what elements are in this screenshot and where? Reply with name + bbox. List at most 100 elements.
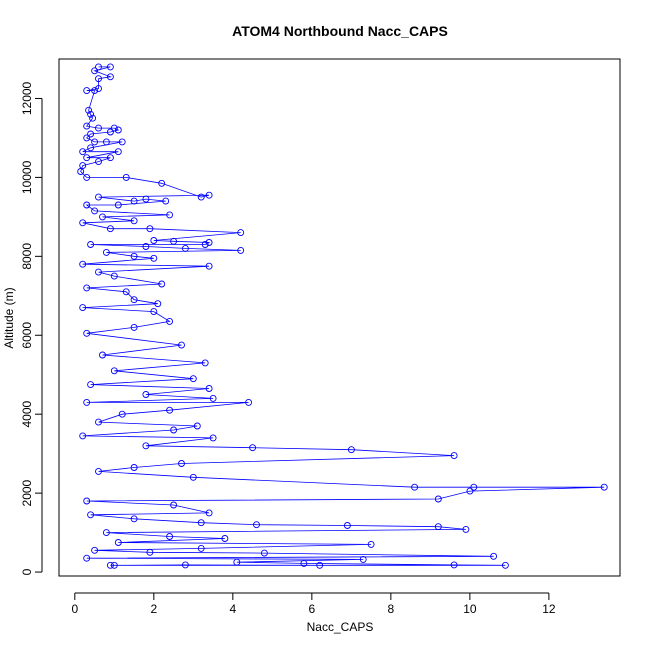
data-point [359, 555, 367, 563]
x-tick-label: 10 [463, 602, 477, 616]
data-point [150, 254, 158, 262]
data-point [95, 193, 102, 201]
data-point [501, 561, 509, 569]
data-point [470, 483, 478, 491]
data-point [462, 525, 470, 533]
data-point [83, 122, 91, 130]
data-point [166, 317, 174, 325]
data-point [150, 308, 158, 316]
data-point [122, 173, 130, 181]
data-point [110, 124, 118, 132]
data-point [114, 201, 122, 209]
y-tick-label: 0 [20, 568, 34, 575]
data-point [146, 225, 154, 233]
data-point [83, 154, 91, 162]
y-tick-label: 10000 [20, 160, 34, 194]
data-point [178, 460, 185, 467]
data-point [142, 195, 150, 203]
data-point [91, 138, 99, 146]
data-point [102, 529, 110, 537]
y-tick-label: 4000 [20, 401, 34, 428]
y-tick-label: 2000 [20, 479, 34, 506]
data-point [142, 391, 150, 398]
data-point [99, 213, 106, 221]
data-point [237, 246, 245, 254]
data-point [142, 243, 150, 250]
data-point [260, 549, 268, 557]
data-point [87, 130, 95, 138]
data-point [450, 561, 458, 569]
data-point [79, 148, 87, 156]
data-point [150, 237, 158, 244]
data-point [466, 487, 474, 495]
data-point [197, 193, 205, 201]
data-point [253, 521, 260, 529]
data-point [201, 241, 209, 248]
data-point [83, 284, 91, 292]
data-point [87, 381, 95, 389]
data-point [300, 559, 308, 567]
data-point [221, 535, 229, 542]
data-point [249, 444, 257, 452]
data-point [158, 179, 166, 187]
data-point [434, 495, 442, 503]
data-point [87, 110, 95, 118]
data-point [83, 554, 91, 562]
x-tick-label: 0 [71, 602, 78, 616]
x-tick-label: 8 [388, 602, 395, 616]
data-point [170, 501, 178, 509]
data-point [102, 138, 110, 146]
y-tick-label: 12000 [20, 81, 34, 115]
data-point [95, 268, 102, 276]
data-point [83, 87, 91, 95]
data-point [110, 367, 118, 375]
data-point [347, 446, 355, 454]
data-point [166, 406, 174, 414]
data-point [450, 452, 458, 460]
data-point [600, 483, 608, 491]
data-point [83, 201, 91, 209]
data-point [130, 515, 138, 523]
data-point [118, 410, 126, 418]
data-point [77, 168, 85, 175]
data-point [170, 237, 178, 245]
data-point [316, 561, 324, 569]
data-point [83, 134, 91, 142]
data-point [95, 418, 102, 426]
data-point [91, 87, 99, 95]
x-axis: 0 2 4 6 8 10 12 [71, 592, 556, 616]
data-point [178, 341, 185, 349]
data-point [411, 483, 419, 491]
data-point [95, 158, 102, 166]
data-point [209, 434, 217, 442]
data-point [118, 138, 126, 146]
data-point [79, 304, 87, 312]
data-point [189, 375, 197, 383]
x-axis-label: Nacc_CAPS [307, 620, 374, 634]
chart-title: ATOM4 Northbound Nacc_CAPS [232, 23, 448, 39]
x-tick-label: 6 [309, 602, 316, 616]
data-point [106, 63, 114, 71]
series-layer [77, 63, 608, 569]
data-point [114, 539, 122, 546]
x-tick-label: 4 [229, 602, 236, 616]
data-point [79, 219, 87, 227]
data-point [130, 217, 138, 225]
data-point [87, 241, 95, 248]
data-point [122, 288, 130, 296]
data-point [87, 511, 95, 519]
data-point [434, 523, 442, 531]
y-axis: 0 2000 4000 6000 8000 10000 12000 [20, 81, 43, 575]
y-axis-label: Altitude (m) [2, 287, 16, 348]
data-point [83, 398, 91, 406]
y-tick-label: 8000 [20, 243, 34, 270]
data-point [114, 148, 122, 156]
data-point [130, 252, 138, 260]
data-point [146, 548, 154, 556]
data-point [158, 280, 166, 288]
data-point [106, 128, 114, 136]
data-point [343, 522, 351, 529]
data-point [197, 544, 205, 552]
data-point [110, 561, 118, 569]
